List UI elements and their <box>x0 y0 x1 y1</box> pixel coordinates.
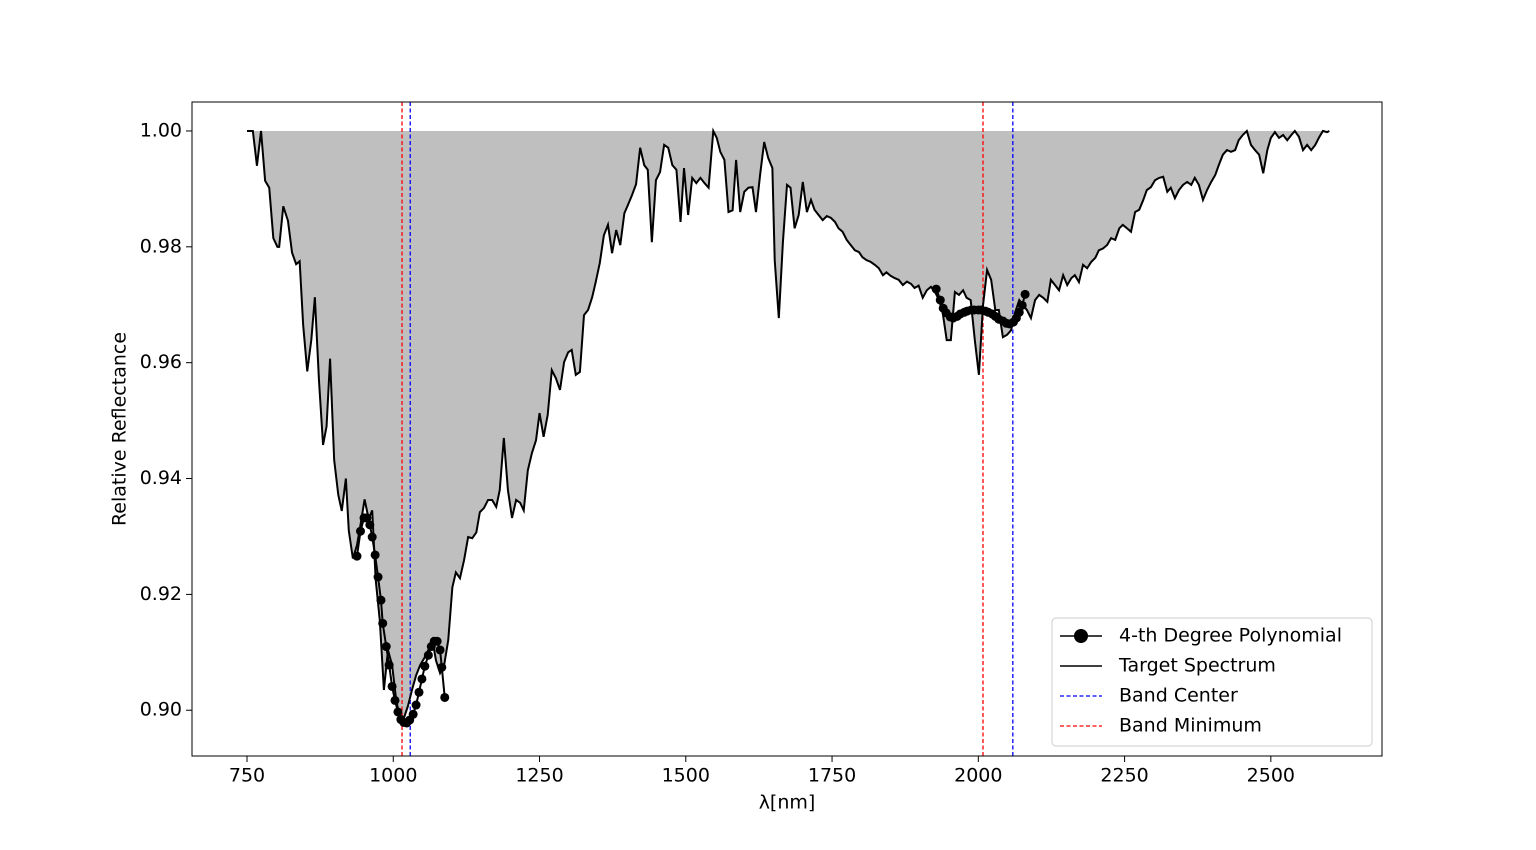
x-tick-label: 2250 <box>1100 765 1148 787</box>
y-tick-label: 0.98 <box>140 235 182 257</box>
legend-box <box>1051 617 1373 747</box>
fit-point <box>1014 307 1024 317</box>
legend: 4-th Degree Polynomial Target Spectrum Ban… <box>1051 617 1373 747</box>
fit-point <box>408 709 418 719</box>
fit-point <box>390 695 400 705</box>
fit-point <box>393 707 403 717</box>
fit-point <box>414 687 424 697</box>
legend-label: Target Spectrum <box>1118 655 1276 677</box>
fit-point <box>411 700 421 710</box>
fit-point <box>352 551 362 561</box>
x-tick-label: 2000 <box>954 765 1002 787</box>
fit-point <box>440 692 450 702</box>
y-tick-label: 0.94 <box>140 467 182 489</box>
y-axis-label: Relative Reflectance <box>109 332 131 526</box>
legend-label: Band Center <box>1119 685 1238 707</box>
fit-point <box>373 572 383 582</box>
fit-point <box>1017 300 1027 310</box>
fit-point <box>437 662 447 672</box>
fit-point <box>417 674 427 684</box>
fit-point <box>365 520 375 530</box>
x-tick-label: 1750 <box>808 765 856 787</box>
x-tick-label: 1250 <box>515 765 563 787</box>
fit-point <box>935 295 945 305</box>
fit-point <box>423 650 433 660</box>
plot-frame <box>191 101 1383 757</box>
fit-point <box>384 660 394 670</box>
fit-point <box>381 642 391 652</box>
fit-point <box>378 618 388 628</box>
fill-area <box>246 130 1330 719</box>
x-tick-label: 2500 <box>1247 765 1295 787</box>
fit-point <box>367 532 377 542</box>
fit-point <box>420 661 430 671</box>
y-tick-label: 0.90 <box>140 699 182 721</box>
y-tick-label: 0.92 <box>140 583 182 605</box>
fit-point <box>370 550 380 560</box>
fit-point <box>387 681 397 691</box>
x-tick-label: 1000 <box>369 765 417 787</box>
fit-point <box>376 595 386 605</box>
legend-marker <box>1074 629 1088 643</box>
fit-point <box>432 636 442 646</box>
fit-point <box>435 645 445 655</box>
legend-label: 4-th Degree Polynomial <box>1119 625 1342 647</box>
fit-point <box>931 284 941 294</box>
fit-point <box>355 526 365 536</box>
x-tick-label: 1500 <box>662 765 710 787</box>
x-tick-label: 750 <box>229 765 265 787</box>
plot <box>246 102 1330 756</box>
y-tick-label: 1.00 <box>140 119 182 141</box>
legend-label: Band Minimum <box>1119 715 1262 737</box>
y-tick-label: 0.96 <box>140 351 182 373</box>
fit-point <box>362 513 372 523</box>
x-axis-label: λ[nm] <box>759 792 816 814</box>
fit-point <box>1020 289 1030 299</box>
